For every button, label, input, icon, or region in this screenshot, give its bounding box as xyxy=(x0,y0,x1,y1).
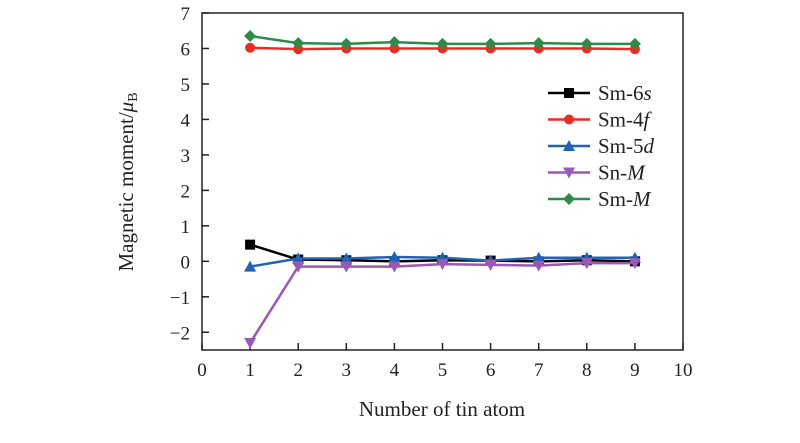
data-point xyxy=(245,239,256,250)
data-point xyxy=(292,252,305,264)
legend-entry: Sm-4f xyxy=(548,108,653,132)
data-point xyxy=(532,251,545,263)
data-point xyxy=(340,252,353,264)
legend-entry: Sm-M xyxy=(548,187,652,211)
y-axis-label: Magnetic moment/μB xyxy=(114,92,141,271)
data-point xyxy=(628,37,641,50)
data-point xyxy=(388,261,401,273)
data-point xyxy=(436,37,449,50)
data-point xyxy=(292,261,305,273)
data-point xyxy=(532,260,545,272)
x-tick-label: 3 xyxy=(342,360,352,381)
x-tick-label: 8 xyxy=(582,360,592,381)
legend-label: Sm-5d xyxy=(598,134,655,158)
data-point xyxy=(388,36,401,49)
x-tick-label: 7 xyxy=(534,360,544,381)
legend-entry: Sm-5d xyxy=(548,134,655,158)
y-tick-label: 7 xyxy=(181,4,191,25)
series-sn-m xyxy=(249,261,635,344)
data-point xyxy=(580,258,593,270)
data-point xyxy=(244,337,257,349)
data-point xyxy=(244,30,257,43)
legend-label: Sn-M xyxy=(598,161,646,185)
data-point xyxy=(293,44,304,55)
data-point xyxy=(245,42,256,53)
series-line xyxy=(249,261,635,344)
y-tick-label: 0 xyxy=(181,252,191,273)
data-point xyxy=(436,259,449,271)
y-tick-label: 3 xyxy=(181,146,191,167)
y-tick-label: 2 xyxy=(181,181,191,202)
data-point xyxy=(484,37,497,50)
x-tick-label: 0 xyxy=(197,360,207,381)
data-point xyxy=(628,258,641,270)
x-tick-label: 1 xyxy=(245,360,255,381)
legend-entry: Sn-M xyxy=(548,161,646,185)
legend-marker xyxy=(563,140,575,151)
legend-marker xyxy=(564,114,574,125)
x-tick-label: 2 xyxy=(293,360,303,381)
data-point xyxy=(340,37,353,50)
legend-marker xyxy=(563,167,575,179)
data-point xyxy=(580,37,593,50)
data-point xyxy=(244,260,257,272)
x-tick-label: 4 xyxy=(390,360,400,381)
data-point xyxy=(388,251,401,263)
y-tick-label: 1 xyxy=(181,217,191,238)
y-tick-label: −1 xyxy=(170,288,190,309)
y-tick-label: 6 xyxy=(181,39,191,60)
data-point xyxy=(484,259,497,271)
data-point xyxy=(389,43,400,54)
x-tick-label: 10 xyxy=(674,360,693,381)
y-tick-label: 4 xyxy=(181,110,191,131)
data-point xyxy=(340,261,353,273)
data-point xyxy=(292,37,305,50)
x-tick-label: 5 xyxy=(438,360,448,381)
x-tick-label: 9 xyxy=(630,360,640,381)
x-tick-label: 6 xyxy=(486,360,496,381)
legend-marker xyxy=(563,193,575,205)
legend-label: Sm-6s xyxy=(598,81,652,105)
legend-label: Sm-M xyxy=(598,187,652,211)
y-tick-label: −2 xyxy=(170,323,190,344)
legend-entry: Sm-6s xyxy=(548,81,652,105)
legend-marker xyxy=(564,88,574,98)
x-axis-label: Number of tin atom xyxy=(359,397,525,421)
data-point xyxy=(532,37,545,50)
y-tick-label: 5 xyxy=(181,75,191,96)
legend-label: Sm-4f xyxy=(598,108,653,132)
